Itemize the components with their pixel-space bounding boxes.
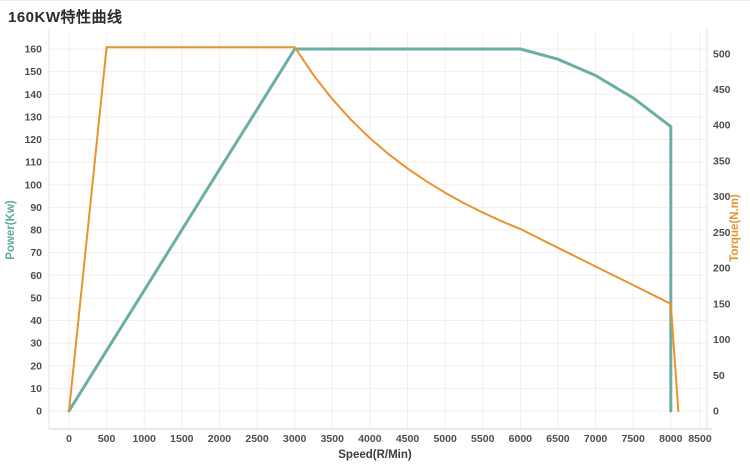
y-left-tick-label: 30 [30, 338, 42, 350]
power-line [67, 47, 673, 413]
speed-axis-label: Speed(R/Min) [338, 449, 412, 461]
x-tick-label: 0 [66, 433, 72, 445]
y-right-tick-label: 150 [713, 298, 731, 310]
y-left-tick-label: 60 [30, 270, 42, 282]
x-tick-label: 1000 [133, 433, 157, 445]
y-left-tick-label: 40 [30, 315, 42, 327]
y-right-tick-label: 50 [713, 370, 725, 382]
x-tick-label: 7000 [584, 433, 608, 445]
chart-title: 160KW特性曲线 [8, 9, 123, 26]
y-left-tick-label: 120 [24, 134, 42, 146]
torque-axis-label: Torque(N.m) [729, 194, 741, 262]
y-left-tick-label: 110 [25, 157, 42, 169]
y-left-tick-label: 80 [30, 225, 42, 237]
power-axis-label: Power(Kw) [5, 200, 17, 260]
y-right-tick-label: 300 [713, 191, 731, 203]
y-left-tick-label: 90 [30, 202, 42, 214]
x-tick-label: 7500 [622, 433, 646, 445]
x-tick-label: 2500 [245, 433, 269, 445]
y-right-tick-label: 0 [713, 406, 719, 418]
y-right-tick-label: 500 [713, 48, 731, 60]
y-left-tick-label: 50 [30, 292, 42, 304]
y-right-tick-label: 100 [713, 334, 731, 346]
x-tick-label: 1500 [170, 433, 194, 445]
torque-line [68, 46, 680, 412]
y-left-tick-label: 140 [24, 89, 42, 101]
x-tick-label: 2000 [208, 433, 232, 445]
y-left-tick-label: 150 [24, 66, 42, 78]
y-left-tick-label: 70 [30, 247, 42, 259]
y-right-tick-label: 350 [713, 155, 731, 167]
x-tick-label: 4000 [358, 433, 382, 445]
y-left-tick-label: 20 [30, 360, 42, 372]
x-tick-label: 6500 [546, 433, 570, 445]
y-right-tick-label: 400 [713, 120, 731, 132]
x-tick-label: 3000 [283, 433, 307, 445]
x-tick-label: 5500 [471, 433, 495, 445]
x-tick-label: 5000 [433, 433, 457, 445]
x-tick-label: 8500 [688, 433, 712, 445]
y-left-tick-label: 0 [36, 406, 42, 418]
y-left-tick-label: 100 [24, 179, 42, 191]
tick-labels: 0 500 1000 1500 2000 2500 3000 3500 4000 4500 5000… [24, 44, 730, 446]
x-tick-label: 8000 [659, 433, 683, 445]
x-tick-label: 6000 [509, 433, 533, 445]
y-right-tick-label: 200 [713, 263, 731, 275]
y-left-tick-label: 160 [24, 44, 42, 56]
y-right-tick-label: 250 [713, 227, 731, 239]
gridlines [49, 31, 707, 429]
y-left-tick-label: 10 [30, 383, 42, 395]
y-right-tick-label: 450 [713, 84, 731, 96]
x-tick-label: 500 [98, 433, 116, 445]
x-tick-label: 3500 [321, 433, 345, 445]
x-tick-label: 4500 [396, 433, 420, 445]
series-lines [67, 46, 680, 413]
y-left-tick-label: 130 [24, 111, 42, 123]
axis-lines [48, 29, 712, 430]
